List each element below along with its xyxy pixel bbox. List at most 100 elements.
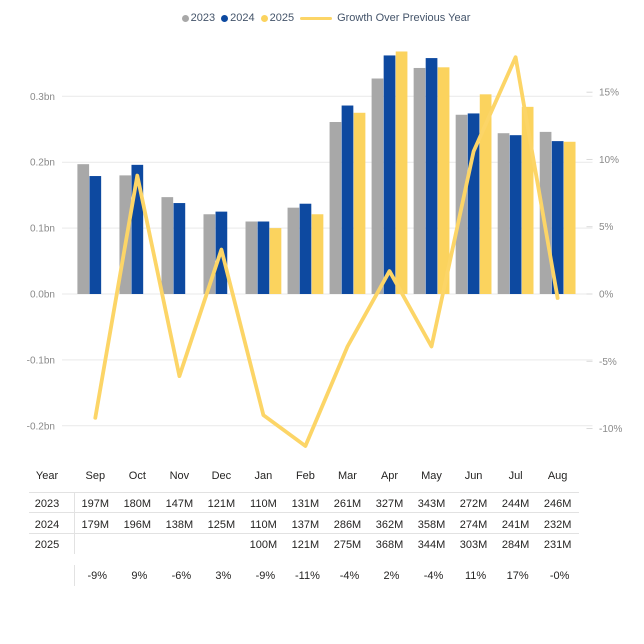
table-cell-2025-jan[interactable]: 100M xyxy=(249,539,278,552)
table-cell-2024-jun[interactable]: 274M xyxy=(459,518,488,531)
bar-2024-sep[interactable] xyxy=(89,176,102,294)
bar-2025-may[interactable] xyxy=(437,67,450,294)
table-cell-growth-may[interactable]: -4% xyxy=(423,569,444,582)
table-cell-2025-mar[interactable]: 275M xyxy=(333,539,362,552)
table-cell-growth-mar[interactable]: -4% xyxy=(339,569,360,582)
table-header-aug: Aug xyxy=(547,470,568,482)
table-cell-growth-jun[interactable]: 11% xyxy=(464,569,487,582)
table-cell-2023-aug[interactable]: 246M xyxy=(543,498,572,510)
table-header-jul: Jul xyxy=(508,470,523,482)
left-axis-label: 0.3bn xyxy=(30,92,55,103)
right-axis-label: 10% xyxy=(599,155,619,166)
right-axis-label: 15% xyxy=(599,88,619,99)
table-header-feb: Feb xyxy=(295,470,315,482)
bar-2024-jun[interactable] xyxy=(467,113,480,295)
table-header-may: May xyxy=(421,470,442,482)
bar-2023-may[interactable] xyxy=(413,67,426,294)
table-header-jun: Jun xyxy=(464,470,483,482)
bar-2023-nov[interactable] xyxy=(161,197,174,294)
table-cell-2024-nov[interactable]: 138M xyxy=(165,518,194,531)
bar-2025-aug[interactable] xyxy=(563,141,576,294)
table-cell-2024-oct[interactable]: 196M xyxy=(123,518,152,531)
table-cell-2024-apr[interactable]: 362M xyxy=(375,518,404,531)
table-cell-growth-oct[interactable]: 9% xyxy=(131,569,148,582)
bar-2023-dec[interactable] xyxy=(203,214,216,294)
table-cell-2023-jul[interactable]: 244M xyxy=(501,498,530,510)
bar-2024-oct[interactable] xyxy=(131,164,144,294)
legend-dot-icon xyxy=(260,15,268,22)
table-cell-growth-feb[interactable]: -11% xyxy=(295,569,320,582)
legend-item-2025[interactable]: 2025 xyxy=(260,11,294,26)
bar-2023-aug[interactable] xyxy=(539,131,552,294)
table-cell-growth-aug[interactable]: -0% xyxy=(549,569,570,582)
table-cell-2023-mar[interactable]: 261M xyxy=(333,498,362,510)
table-cell-2023-apr[interactable]: 327M xyxy=(375,498,404,510)
bar-2025-jul[interactable] xyxy=(521,106,534,295)
legend-dot-icon xyxy=(221,15,229,22)
table-cell-2024-aug[interactable]: 232M xyxy=(543,518,572,531)
table-cell-2023-nov[interactable]: 147M xyxy=(165,498,194,510)
table-cell-2024-jan[interactable]: 110M xyxy=(250,518,277,531)
bar-2024-nov[interactable] xyxy=(173,203,186,294)
table-header-jan: Jan xyxy=(254,470,273,482)
bar-2023-apr[interactable] xyxy=(371,78,384,294)
table-cell-2025-feb[interactable]: 121M xyxy=(291,539,320,552)
table-cell-growth-dec[interactable]: 3% xyxy=(215,569,232,582)
bar-2023-jul[interactable] xyxy=(497,133,510,294)
table-cell-growth-nov[interactable]: -6% xyxy=(171,569,192,582)
right-axis-label: 0% xyxy=(599,290,614,301)
legend-item-2024[interactable]: 2024 xyxy=(221,11,255,26)
table-cell-growth-apr[interactable]: 2% xyxy=(383,569,400,582)
bar-2023-mar[interactable] xyxy=(329,122,342,294)
left-axis-label: -0.2bn xyxy=(27,421,55,432)
table-cell-2023-oct[interactable]: 180M xyxy=(123,498,152,510)
bar-2023-jan[interactable] xyxy=(245,221,258,294)
chart-legend: 2023 2024 2025 Growth Over Previous Year xyxy=(4,10,644,27)
table-cell-2023-feb[interactable]: 131M xyxy=(291,498,320,510)
bar-2024-may[interactable] xyxy=(425,58,438,294)
bar-2023-feb[interactable] xyxy=(287,207,300,294)
left-axis-label: 0.0bn xyxy=(30,290,55,301)
table-rule xyxy=(29,491,579,493)
bar-2024-jul[interactable] xyxy=(509,135,522,294)
table-cell-2024-feb[interactable]: 137M xyxy=(291,518,320,531)
table-cell-growth-jul[interactable]: 17% xyxy=(506,569,529,582)
table-cell-2024-may[interactable]: 358M xyxy=(417,518,446,531)
table-cell-2024-mar[interactable]: 286M xyxy=(333,518,362,531)
bar-2025-mar[interactable] xyxy=(353,112,366,295)
table-cell-2025-aug[interactable]: 231M xyxy=(543,539,572,552)
legend-line-marker-icon xyxy=(300,16,333,21)
table-cell-2024-jul[interactable]: 241M xyxy=(501,518,530,531)
bar-2023-sep[interactable] xyxy=(77,164,90,294)
table-cell-2023-jan[interactable]: 110M xyxy=(250,498,277,510)
bar-2024-apr[interactable] xyxy=(383,55,396,294)
table-cell-2024-sep[interactable]: 179M xyxy=(81,518,110,531)
table-cell-2025-apr[interactable]: 368M xyxy=(375,539,404,552)
legend-label: 2023 xyxy=(190,12,216,24)
bar-2024-mar[interactable] xyxy=(341,105,354,294)
bar-2025-apr[interactable] xyxy=(395,51,408,294)
table-cell-2025-may[interactable]: 344M xyxy=(417,539,446,552)
bar-2025-jan[interactable] xyxy=(269,228,282,294)
table-cell-2024-dec[interactable]: 125M xyxy=(207,518,236,531)
table-cell-2025-jul[interactable]: 284M xyxy=(501,539,530,552)
table-cell-growth-sep[interactable]: -9% xyxy=(87,569,108,582)
bar-2024-jan[interactable] xyxy=(257,221,270,294)
bar-2024-feb[interactable] xyxy=(299,203,312,294)
legend-item-growth-over-previous-year[interactable]: Growth Over Previous Year xyxy=(300,11,470,26)
bar-2024-aug[interactable] xyxy=(551,141,564,294)
growth-line[interactable] xyxy=(93,55,560,448)
table-cell-2023-sep[interactable]: 197M xyxy=(81,498,110,510)
table-cell-growth-jan[interactable]: -9% xyxy=(255,569,276,582)
table-cell-2023-may[interactable]: 343M xyxy=(417,498,446,510)
table-header-apr: Apr xyxy=(380,470,399,482)
bar-2025-jun[interactable] xyxy=(479,94,492,294)
table-cell-2023-jun[interactable]: 272M xyxy=(459,498,488,510)
combo-chart: 0.3bn 0.2bn 0.1bn 0.0bn -0.1bn -0.2bn 15% 10% 5%… xyxy=(27,51,622,448)
bar-2025-feb[interactable] xyxy=(311,214,324,294)
legend-item-2023[interactable]: 2023 xyxy=(181,11,216,26)
table-cell-2025-jun[interactable]: 303M xyxy=(459,539,488,552)
table-year-separator xyxy=(73,491,75,555)
right-axis-label: -5% xyxy=(599,357,617,368)
table-cell-2023-dec[interactable]: 121M xyxy=(207,498,236,510)
